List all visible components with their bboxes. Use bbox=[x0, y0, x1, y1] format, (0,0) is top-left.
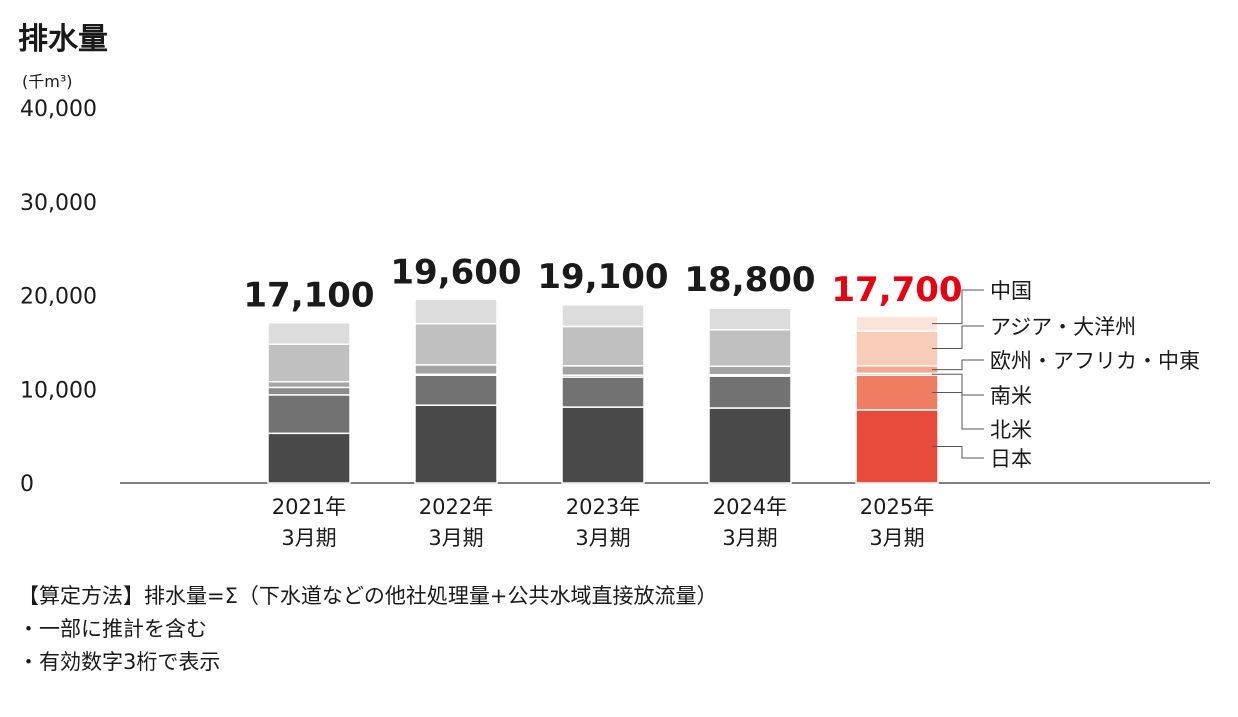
bar-segment bbox=[414, 374, 498, 406]
legend-leader-line bbox=[932, 359, 984, 371]
bar-segment bbox=[267, 394, 351, 435]
bar-segment bbox=[561, 406, 645, 484]
y-tick-label: 40,000 bbox=[20, 97, 97, 122]
bar-segment bbox=[561, 304, 645, 328]
x-tick-label: 2022年 bbox=[419, 495, 493, 519]
bar-segment bbox=[708, 307, 792, 331]
y-tick-label: 20,000 bbox=[20, 285, 97, 310]
x-tick-label: 2023年 bbox=[566, 495, 640, 519]
legend-label: 南米 bbox=[990, 384, 1032, 408]
y-axis-unit: (千m³) bbox=[22, 72, 73, 91]
bar-segment bbox=[708, 365, 792, 376]
bar-segment bbox=[855, 330, 939, 367]
legend-label: アジア・大洋州 bbox=[990, 315, 1136, 339]
note-significant-digits: ・有効数字3桁で表示 bbox=[18, 650, 221, 674]
bar-segment bbox=[267, 343, 351, 383]
bar-segment bbox=[414, 322, 498, 366]
bar-segment bbox=[561, 325, 645, 367]
bar-segment bbox=[855, 409, 939, 484]
legend-label: 中国 bbox=[990, 279, 1032, 303]
x-tick-label: 2024年 bbox=[713, 495, 787, 519]
legend-label: 欧州・アフリカ・中東 bbox=[990, 349, 1200, 373]
note-estimate: ・一部に推計を含む bbox=[18, 617, 207, 641]
bar-segment bbox=[267, 386, 351, 396]
bar-segment bbox=[708, 328, 792, 368]
x-tick-label: 3月期 bbox=[575, 526, 630, 550]
chart-title: 排水量 bbox=[18, 22, 108, 57]
note-method: 【算定方法】排水量=Σ（下水道などの他社処理量+公共水域直接放流量） bbox=[18, 584, 718, 608]
bar-segment bbox=[561, 376, 645, 408]
legend-label: 日本 bbox=[990, 447, 1032, 471]
x-tick-label: 3月期 bbox=[722, 526, 777, 550]
legend-leader-line bbox=[932, 373, 984, 396]
legend-leader-line bbox=[932, 445, 984, 459]
x-tick-label: 3月期 bbox=[869, 526, 924, 550]
bar-segment bbox=[855, 365, 939, 375]
x-tick-label: 3月期 bbox=[281, 526, 336, 550]
bar-segment bbox=[855, 315, 939, 332]
x-tick-label: 2021年 bbox=[272, 495, 346, 519]
y-tick-label: 10,000 bbox=[20, 378, 97, 403]
y-tick-label: 0 bbox=[20, 472, 34, 497]
bar-segment bbox=[708, 407, 792, 484]
legend-label: 北米 bbox=[990, 418, 1032, 442]
bar-segment bbox=[855, 374, 939, 411]
x-tick-label: 2025年 bbox=[860, 495, 934, 519]
x-tick-label: 3月期 bbox=[428, 526, 483, 550]
bar-segment bbox=[414, 298, 498, 325]
bar-segment bbox=[414, 364, 498, 375]
legend-leader-line bbox=[932, 325, 984, 349]
bar-total-label: 18,800 bbox=[684, 260, 815, 300]
bar-segment bbox=[267, 432, 351, 484]
bar-total-label: 17,700 bbox=[831, 270, 962, 310]
bar-segment bbox=[708, 375, 792, 409]
bar-segment bbox=[267, 381, 351, 389]
bar-segment bbox=[414, 404, 498, 484]
y-tick-label: 30,000 bbox=[20, 191, 97, 216]
calculation-notes: 【算定方法】排水量=Σ（下水道などの他社処理量+公共水域直接放流量） ・一部に推… bbox=[18, 580, 717, 679]
bar-segment bbox=[267, 321, 351, 345]
legend-leader-line bbox=[932, 392, 984, 430]
bar-total-label: 19,100 bbox=[537, 257, 668, 297]
bar-total-label: 17,100 bbox=[243, 276, 374, 316]
bar-segment bbox=[561, 365, 645, 376]
bar-total-label: 19,600 bbox=[390, 252, 521, 292]
legend-leader-line bbox=[932, 289, 984, 325]
